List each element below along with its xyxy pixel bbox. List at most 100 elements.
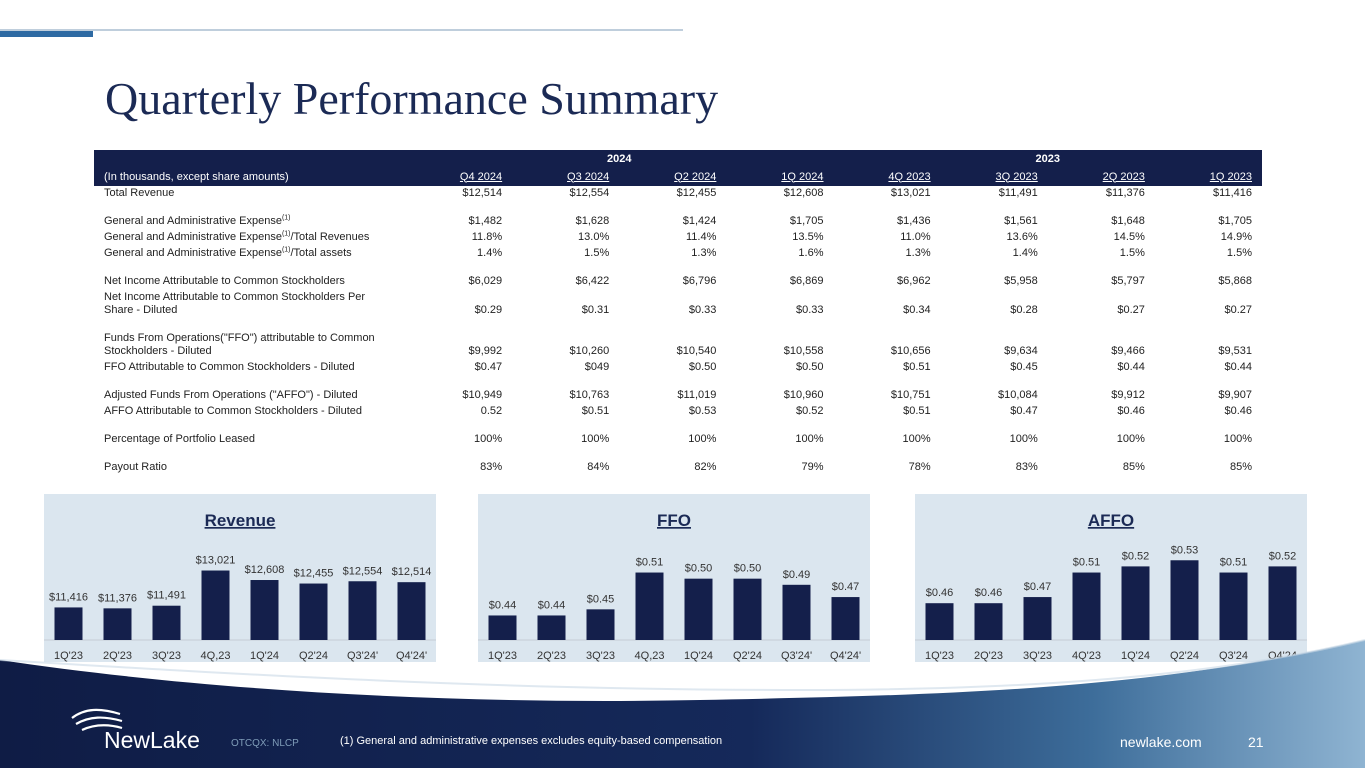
- cell-value: 100%: [1009, 433, 1038, 445]
- value-label: $0.52: [1269, 550, 1297, 562]
- bar: [684, 578, 713, 640]
- row-label: Total Revenue: [94, 186, 405, 202]
- value-label: $0.44: [538, 599, 566, 611]
- label-text: General and Administrative Expense: [104, 247, 282, 259]
- row-label: Funds From Operations("FFO") attributabl…: [94, 331, 405, 360]
- x-tick-label: 1Q'23: [925, 650, 954, 662]
- cell-value: $10,084: [997, 389, 1038, 401]
- footnote-mark: (1): [281, 214, 291, 222]
- label-text: Adjusted Funds From Operations ("AFFO") …: [104, 389, 358, 401]
- bar: [1219, 572, 1248, 640]
- row-label: Percentage of Portfolio Leased: [94, 432, 405, 448]
- bar: [831, 597, 860, 640]
- cell-value: $6,029: [468, 275, 503, 287]
- x-tick-label: 1Q'23: [488, 650, 517, 662]
- data-row: Percentage of Portfolio Leased 100% 100% 10…: [94, 432, 1262, 448]
- spacer: [94, 202, 1262, 214]
- cell-value: $5,958: [1004, 275, 1038, 287]
- bar: [586, 609, 615, 640]
- x-tick-label: Q3'24': [347, 650, 378, 662]
- value-label: $11,376: [98, 592, 137, 604]
- x-tick-label: 1Q'24: [1121, 650, 1150, 662]
- row-label: Net Income Attributable to Common Stockh…: [94, 274, 405, 290]
- row-label: General and Administrative Expense(1)/To…: [94, 230, 405, 246]
- cell-value: 82%: [694, 461, 717, 473]
- bar: [152, 605, 181, 640]
- x-tick-label: 3Q'23: [1023, 650, 1052, 662]
- bar: [201, 570, 230, 640]
- chart-title: FFO: [657, 511, 691, 530]
- value-label: $12,608: [245, 564, 285, 576]
- cell-value: $0.34: [903, 304, 931, 316]
- cell-value: $0.33: [688, 304, 717, 316]
- logo-text: NewLake: [104, 727, 200, 753]
- data-row: Net Income Attributable to Common Stockh…: [94, 290, 1262, 319]
- cell-value: 1.3%: [691, 247, 717, 259]
- bar: [537, 615, 566, 640]
- spacer-row: [94, 376, 1262, 388]
- footnote-mark: (1): [281, 230, 291, 238]
- data-row: General and Administrative Expense(1) $1,…: [94, 214, 1262, 230]
- cell-value: $10,260: [569, 345, 610, 357]
- column-header: Q3 2024: [567, 170, 610, 183]
- row-label: Adjusted Funds From Operations ("AFFO") …: [94, 388, 405, 404]
- bar: [397, 582, 426, 640]
- footnote-mark: (1): [281, 246, 291, 254]
- label-text: Net Income Attributable to Common Stockh…: [104, 275, 345, 287]
- cell-value: 1.5%: [584, 247, 610, 259]
- x-tick-label: Q2'24: [299, 650, 328, 662]
- cell-value: 100%: [473, 433, 503, 445]
- top-accent: [0, 31, 93, 37]
- column-header: (In thousands, except share amounts): [104, 170, 289, 183]
- cell-value: $6,869: [789, 275, 824, 287]
- value-label: $0.47: [1024, 581, 1052, 593]
- row-label: General and Administrative Expense(1): [94, 214, 405, 230]
- x-tick-label: Q4'24': [396, 650, 427, 662]
- bar: [635, 572, 664, 640]
- label-text: Total Revenue: [104, 187, 175, 199]
- cell-value: 84%: [587, 461, 610, 473]
- column-header: 3Q 2023: [995, 170, 1038, 183]
- column-header: 4Q 2023: [888, 170, 931, 183]
- cell-value: $11,376: [1105, 187, 1145, 199]
- cell-value: $0.47: [474, 361, 503, 373]
- x-tick-label: Q3'24: [1219, 650, 1248, 662]
- spacer-row: [94, 202, 1262, 214]
- cell-value: $9,992: [468, 345, 503, 357]
- cell-value: $1,561: [1004, 215, 1038, 227]
- bar: [1072, 572, 1101, 640]
- data-row: FFO Attributable to Common Stockholders …: [94, 360, 1262, 376]
- cell-value: 1.3%: [905, 247, 931, 259]
- cell-value: $5,868: [1218, 275, 1252, 287]
- cell-value: $0.50: [795, 361, 824, 373]
- bar: [974, 603, 1003, 640]
- x-tick-label: 4Q,23: [635, 650, 665, 662]
- bar: [925, 603, 954, 640]
- cell-value: $9,907: [1218, 389, 1252, 401]
- cell-value: 100%: [1116, 433, 1145, 445]
- year-header-row: 2024 2023: [94, 150, 1262, 168]
- cell-value: $12,554: [569, 187, 610, 199]
- label-text: Funds From Operations("FFO") attributabl…: [104, 332, 375, 357]
- cell-value: $11,491: [998, 187, 1038, 199]
- x-tick-label: 3Q'23: [586, 650, 615, 662]
- spacer: [94, 420, 1262, 432]
- value-label: $0.47: [832, 581, 860, 593]
- bar: [488, 615, 517, 640]
- x-tick-label: 1Q'24: [250, 650, 279, 662]
- cell-value: 11.0%: [900, 231, 931, 243]
- bar: [250, 580, 279, 640]
- cell-value: $10,558: [783, 345, 824, 357]
- data-row: Total Revenue $12,514 $12,554 $12,455 $12,60…: [94, 186, 1262, 202]
- cell-value: 79%: [801, 461, 824, 473]
- value-label: $0.52: [1122, 550, 1150, 562]
- x-tick-label: 2Q'23: [103, 650, 132, 662]
- cell-value: $12,608: [783, 187, 824, 199]
- cell-value: 100%: [795, 433, 824, 445]
- label-text: AFFO Attributable to Common Stockholders…: [104, 405, 362, 417]
- x-tick-label: Q4'24': [830, 650, 861, 662]
- performance-table: 2024 2023 (In thousands, except share am…: [94, 150, 1262, 476]
- cell-value: $0.50: [688, 361, 717, 373]
- cell-value: $10,960: [783, 389, 824, 401]
- spacer: [94, 319, 1262, 331]
